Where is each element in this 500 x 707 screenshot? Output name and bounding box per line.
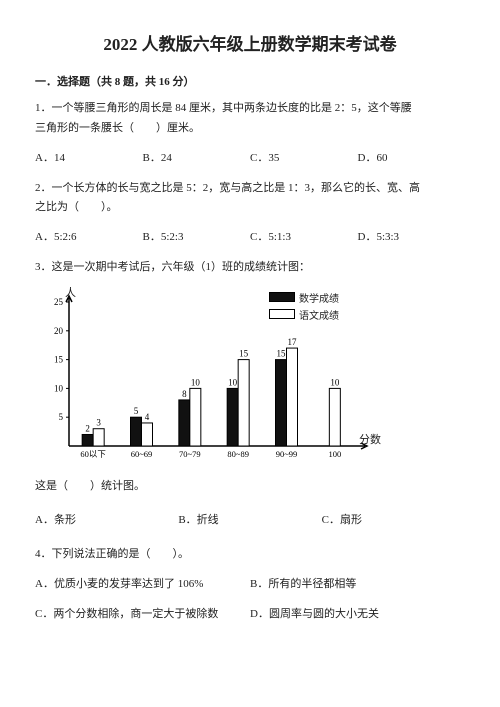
svg-text:15: 15 — [54, 355, 64, 365]
q1-line1: 1．一个等腰三角形的周长是 84 厘米，其中两条边长度的比是 2：5，这个等腰 — [35, 102, 412, 114]
q4-opt-b[interactable]: B．所有的半径都相等 — [250, 575, 465, 591]
q4-options-row2: C．两个分数相除，商一定大于被除数 D．圆周率与圆的大小无关 — [35, 605, 465, 621]
q4-opt-a[interactable]: A．优质小麦的发芽率达到了 106% — [35, 575, 250, 591]
svg-text:2: 2 — [85, 423, 90, 433]
q4-opt-c[interactable]: C．两个分数相除，商一定大于被除数 — [35, 605, 250, 621]
svg-text:10: 10 — [228, 377, 238, 387]
q1-opt-c[interactable]: C．35 — [250, 149, 358, 165]
q2-line1: 2．一个长方体的长与宽之比是 5：2，宽与高之比是 1：3，那么它的长、宽、高 — [35, 182, 420, 194]
q4-stem: 4．下列说法正确的是（ ）。 — [35, 545, 465, 565]
chart-svg: 5101520252360以下5460~6981070~79101580~891… — [39, 288, 379, 463]
q3-opt-b[interactable]: B．折线 — [178, 511, 321, 527]
q3-stem: 3．这是一次期中考试后，六年级（1）班的成绩统计图： — [35, 258, 465, 278]
svg-text:80~89: 80~89 — [227, 449, 249, 459]
svg-text:8: 8 — [182, 389, 187, 399]
q3-opt-c[interactable]: C．扇形 — [322, 511, 465, 527]
q2-opt-d[interactable]: D．5:3:3 — [358, 228, 466, 244]
svg-text:100: 100 — [328, 449, 341, 459]
svg-text:70~79: 70~79 — [179, 449, 201, 459]
q2-line2: 之比为（ ）。 — [35, 201, 118, 213]
q2-opt-b[interactable]: B．5:2:3 — [143, 228, 251, 244]
q2-opt-c[interactable]: C．5:1:3 — [250, 228, 358, 244]
svg-text:10: 10 — [54, 383, 64, 393]
page-title: 2022 人教版六年级上册数学期末考试卷 — [35, 30, 465, 55]
q2-opt-a[interactable]: A．5:2:6 — [35, 228, 143, 244]
svg-text:15: 15 — [239, 349, 249, 359]
q3-post: 这是（ ）统计图。 — [35, 477, 465, 493]
q1-options: A．14 B．24 C．35 D．60 — [35, 149, 465, 165]
q2-options: A．5:2:6 B．5:2:3 C．5:1:3 D．5:3:3 — [35, 228, 465, 244]
svg-text:3: 3 — [96, 418, 101, 428]
q3-opt-a[interactable]: A．条形 — [35, 511, 178, 527]
q3-options: A．条形 B．折线 C．扇形 — [35, 511, 465, 527]
q4-opt-d[interactable]: D．圆周率与圆的大小无关 — [250, 605, 465, 621]
svg-text:5: 5 — [134, 406, 139, 416]
svg-text:25: 25 — [54, 297, 64, 307]
x-axis-label: 分数 — [359, 431, 381, 447]
svg-text:4: 4 — [145, 412, 150, 422]
q3-chart: 人 数学成绩 语文成绩 5101520252360以下5460~6981070~… — [39, 288, 379, 463]
q2-stem: 2．一个长方体的长与宽之比是 5：2，宽与高之比是 1：3，那么它的长、宽、高 … — [35, 179, 465, 219]
svg-text:5: 5 — [59, 412, 64, 422]
q4-options-row1: A．优质小麦的发芽率达到了 106% B．所有的半径都相等 — [35, 575, 465, 591]
svg-text:10: 10 — [191, 377, 201, 387]
svg-text:10: 10 — [330, 377, 340, 387]
section-heading: 一．选择题（共 8 题，共 16 分） — [35, 73, 465, 89]
q1-opt-b[interactable]: B．24 — [143, 149, 251, 165]
svg-text:60以下: 60以下 — [80, 449, 106, 459]
q1-line2: 三角形的一条腰长（ ）厘米。 — [35, 122, 200, 134]
svg-text:60~69: 60~69 — [131, 449, 153, 459]
svg-text:15: 15 — [277, 349, 287, 359]
q1-opt-d[interactable]: D．60 — [358, 149, 466, 165]
svg-text:90~99: 90~99 — [276, 449, 298, 459]
q1-opt-a[interactable]: A．14 — [35, 149, 143, 165]
svg-text:17: 17 — [288, 337, 298, 347]
svg-text:20: 20 — [54, 326, 64, 336]
q1-stem: 1．一个等腰三角形的周长是 84 厘米，其中两条边长度的比是 2：5，这个等腰 … — [35, 99, 465, 139]
